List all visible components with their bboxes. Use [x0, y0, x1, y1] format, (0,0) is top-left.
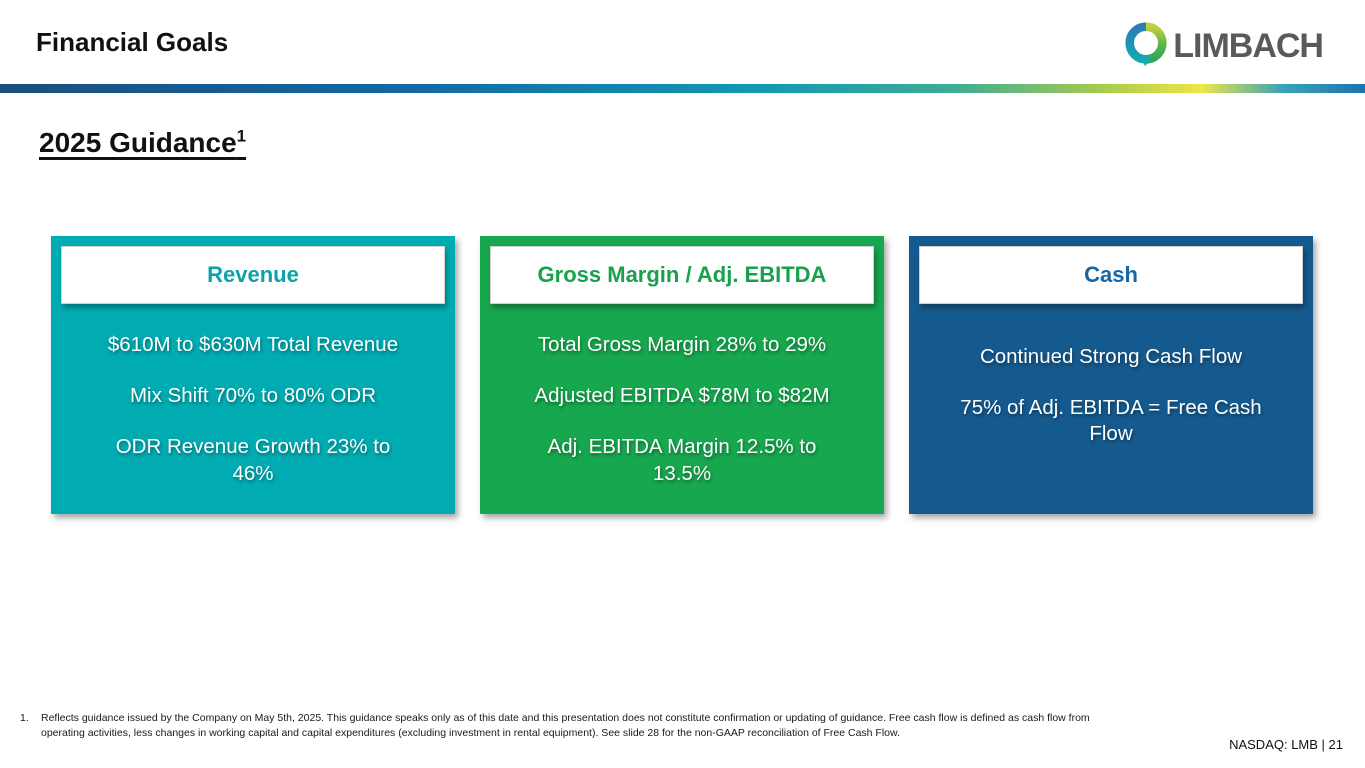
cash-card-body: Continued Strong Cash Flow 75% of Adj. E… — [919, 304, 1303, 448]
revenue-card-header: Revenue — [61, 246, 445, 304]
revenue-line-mix-shift: Mix Shift 70% to 80% ODR — [129, 384, 377, 408]
gross-margin-card-title: Gross Margin / Adj. EBITDA — [537, 262, 827, 287]
guidance-cards: Revenue $610M to $630M Total Revenue Mix… — [51, 236, 1313, 514]
cash-card-title: Cash — [1084, 262, 1138, 287]
section-title: 2025 Guidance1 — [39, 127, 246, 159]
section-title-text: 2025 Guidance — [39, 127, 237, 158]
footnote-number: 1. — [20, 712, 29, 724]
limbach-logo: LIMBACH — [1123, 20, 1324, 71]
cash-card: Cash Continued Strong Cash Flow 75% of A… — [909, 236, 1313, 514]
gross-margin-line-total: Total Gross Margin 28% to 29% — [537, 333, 827, 356]
cash-line-strong-cash-flow: Continued Strong Cash Flow — [979, 345, 1243, 368]
limbach-logo-text: LIMBACH — [1173, 26, 1324, 65]
gross-margin-card: Gross Margin / Adj. EBITDA Total Gross M… — [480, 236, 884, 514]
gross-margin-card-header: Gross Margin / Adj. EBITDA — [490, 246, 874, 304]
revenue-card-body: $610M to $630M Total Revenue Mix Shift 7… — [61, 304, 445, 487]
revenue-card: Revenue $610M to $630M Total Revenue Mix… — [51, 236, 455, 514]
gross-margin-line-ebitda-margin: Adj. EBITDA Margin 12.5% to 13.5% — [547, 435, 817, 485]
cash-line-free-cash-flow: 75% of Adj. EBITDA = Free Cash Flow — [960, 396, 1262, 446]
gross-margin-card-body: Total Gross Margin 28% to 29% Adjusted E… — [490, 304, 874, 487]
cash-card-header: Cash — [919, 246, 1303, 304]
revenue-line-odr-growth: ODR Revenue Growth 23% to 46% — [115, 435, 391, 485]
footnote-text: Reflects guidance issued by the Company … — [41, 712, 1090, 740]
slide-title: Financial Goals — [36, 27, 229, 57]
slide-header: Financial Goals — [0, 0, 1365, 84]
footer-ticker: NASDAQ: LMB | 21 — [1229, 737, 1343, 752]
footnote: 1. Reflects guidance issued by the Compa… — [20, 711, 1095, 741]
gross-margin-line-adj-ebitda: Adjusted EBITDA $78M to $82M — [534, 384, 830, 408]
revenue-line-total-revenue: $610M to $630M Total Revenue — [107, 333, 399, 356]
section-title-footnote-marker: 1 — [236, 126, 247, 146]
gradient-divider-bar — [0, 84, 1365, 93]
revenue-card-title: Revenue — [207, 262, 299, 287]
limbach-q-mark-icon — [1123, 20, 1169, 71]
